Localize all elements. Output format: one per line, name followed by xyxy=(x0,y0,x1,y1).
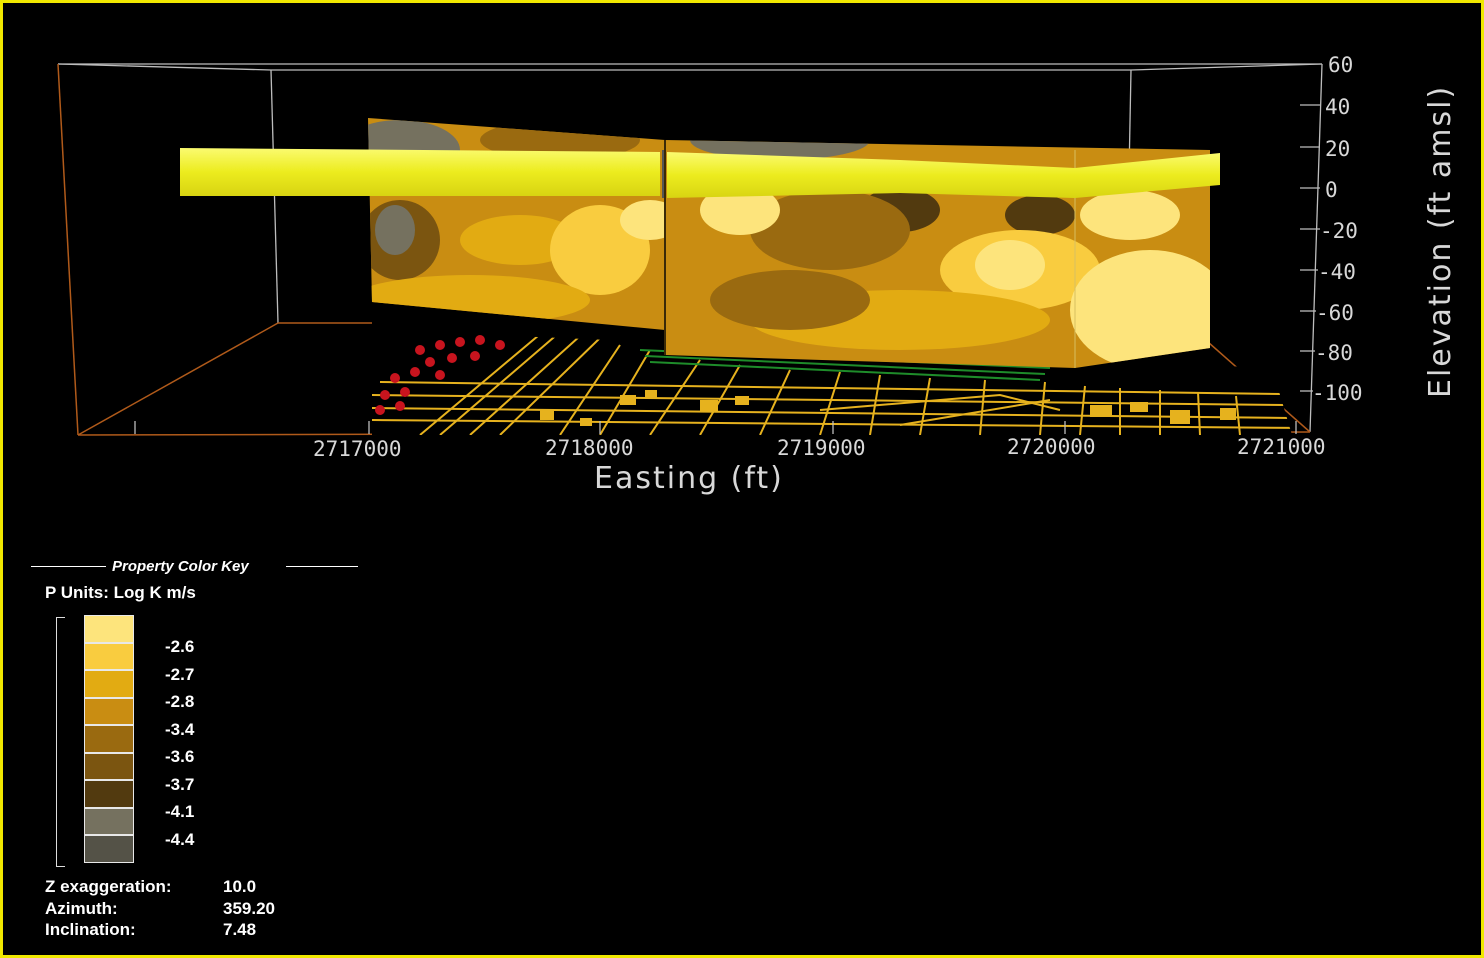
legend-header: Property Color Key xyxy=(28,555,358,577)
y-tick-label: 60 xyxy=(1328,53,1353,77)
well-markers xyxy=(375,335,505,415)
easting-axis xyxy=(368,421,1297,434)
y-tick-labels: 60 40 20 0 -20 -40 -60 -80 -100 xyxy=(1312,53,1363,405)
legend-swatch xyxy=(84,835,134,863)
x-tick-label: 2717000 xyxy=(313,437,402,461)
legend-swatch xyxy=(84,807,134,835)
property-color-key: Property Color Key P Units: Log K m/s -2… xyxy=(28,555,368,950)
y-tick-label: -40 xyxy=(1318,260,1356,284)
x-tick-labels: 2717000 2718000 2719000 2720000 2721000 xyxy=(313,435,1326,461)
legend-rule-left xyxy=(31,566,106,567)
legend-swatches xyxy=(84,615,134,863)
y-tick-label: -100 xyxy=(1312,381,1363,405)
y-tick-label: -20 xyxy=(1320,219,1358,243)
legend-rule-right xyxy=(286,566,358,567)
elevation-axis xyxy=(1300,104,1320,392)
inclination-value: 7.48 xyxy=(223,920,257,939)
y-tick-label: 40 xyxy=(1325,95,1350,119)
inclination-label: Inclination: xyxy=(45,920,136,939)
legend-swatch xyxy=(84,615,134,643)
z-exaggeration-value: 10.0 xyxy=(223,877,257,896)
x-tick-label: 2721000 xyxy=(1237,435,1326,459)
azimuth-label: Azimuth: xyxy=(45,898,118,918)
legend-swatch xyxy=(84,780,134,808)
legend-units: P Units: Log K m/s xyxy=(45,583,196,602)
legend-value-label: -3.7 xyxy=(165,774,195,794)
fence-panel-west[interactable] xyxy=(340,110,680,340)
z-exaggeration-label: Z exaggeration: xyxy=(45,877,172,896)
x-tick-label: 2719000 xyxy=(777,436,866,460)
legend-value-label: -4.1 xyxy=(165,802,195,821)
y-tick-label: -60 xyxy=(1316,301,1354,325)
y-tick-label: 0 xyxy=(1325,178,1338,202)
azimuth-value: 359.20 xyxy=(223,898,275,918)
legend-swatch xyxy=(84,752,134,780)
y-tick-label: 20 xyxy=(1325,137,1350,161)
legend-title: Property Color Key xyxy=(112,558,249,575)
legend-value-label: -3.4 xyxy=(165,719,195,739)
y-axis-title: Elevation (ft amsl) xyxy=(1423,85,1458,398)
x-tick-label: 2718000 xyxy=(545,436,634,460)
legend-value-label: -2.6 xyxy=(165,637,195,656)
ground-surface-band xyxy=(180,148,1220,198)
legend-swatch xyxy=(84,670,134,698)
legend-swatch xyxy=(84,642,134,670)
legend-swatch xyxy=(84,725,134,753)
legend-bracket xyxy=(56,617,65,867)
x-tick-label: 2720000 xyxy=(1007,435,1096,459)
legend-value-label: -3.6 xyxy=(165,747,195,766)
legend-value-label: -2.8 xyxy=(165,692,195,711)
y-tick-label: -80 xyxy=(1315,341,1353,365)
legend-value-label: -4.4 xyxy=(165,829,195,849)
legend-swatch xyxy=(84,697,134,725)
x-axis-title: Easting (ft) xyxy=(594,461,784,496)
legend-value-label: -2.7 xyxy=(165,664,195,684)
